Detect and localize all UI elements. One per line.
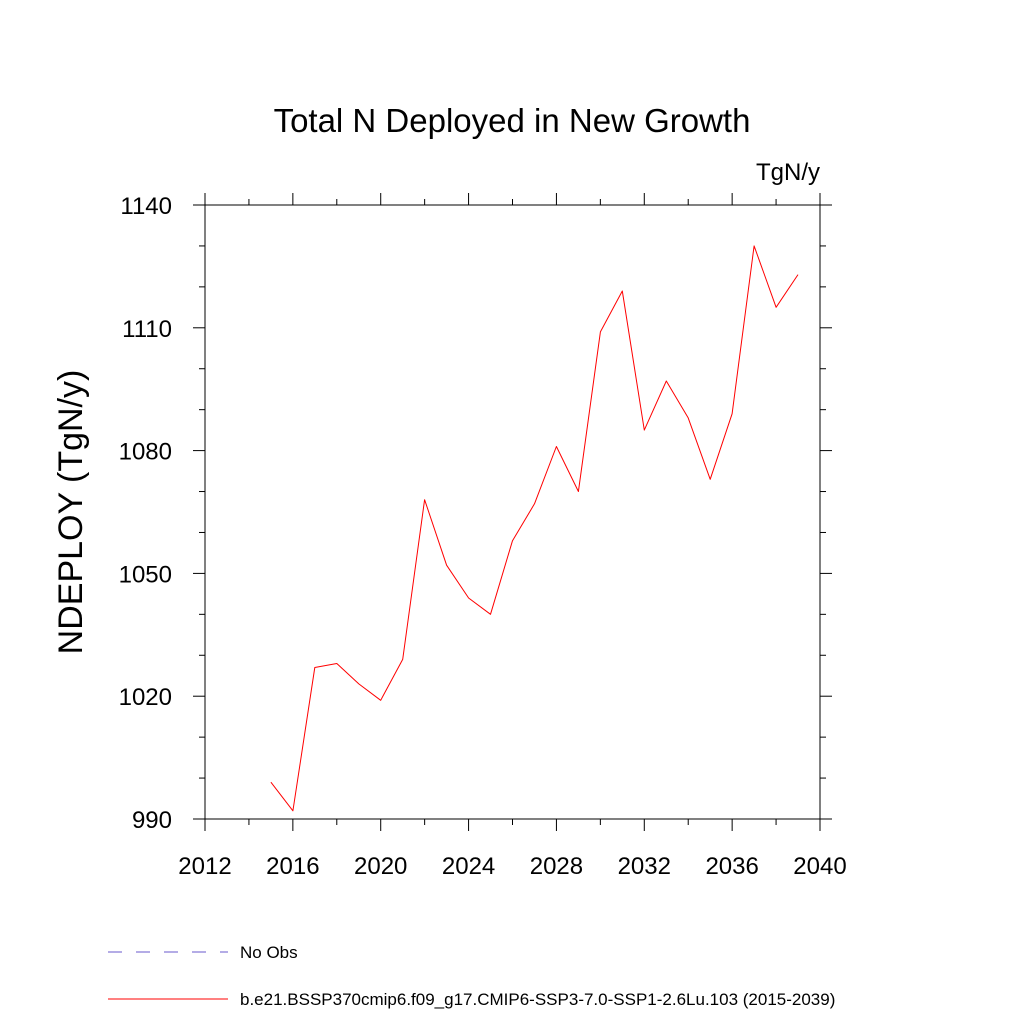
y-tick-label: 1110 [122,316,172,343]
x-tick-label: 2016 [266,853,319,880]
x-tick-label: 2040 [793,853,846,880]
x-tick-label: 2012 [178,853,231,880]
series-line [270,245,799,812]
x-tick-label: 2028 [530,853,583,880]
chart-title: Total N Deployed in New Growth [274,102,751,139]
y-tick-label: 1020 [119,684,172,711]
x-tick-label: 2024 [442,853,495,880]
y-tick-label: 1080 [119,439,172,466]
y-tick-label: 1140 [120,193,172,220]
plot-frame [204,204,821,820]
y-axis-label: NDEPLOY (TgN/y) [52,370,90,655]
legend-label-1: No Obs [240,943,298,962]
y-tick-label: 990 [132,807,172,834]
x-tick-label: 2036 [705,853,758,880]
y-tick-label: 1050 [119,561,172,588]
units-label: TgN/y [756,159,820,186]
x-tick-label: 2032 [618,853,671,880]
x-tick-label: 2020 [354,853,407,880]
legend-label-2: b.e21.BSSP370cmip6.f09_g17.CMIP6-SSP3-7.… [240,990,835,1009]
